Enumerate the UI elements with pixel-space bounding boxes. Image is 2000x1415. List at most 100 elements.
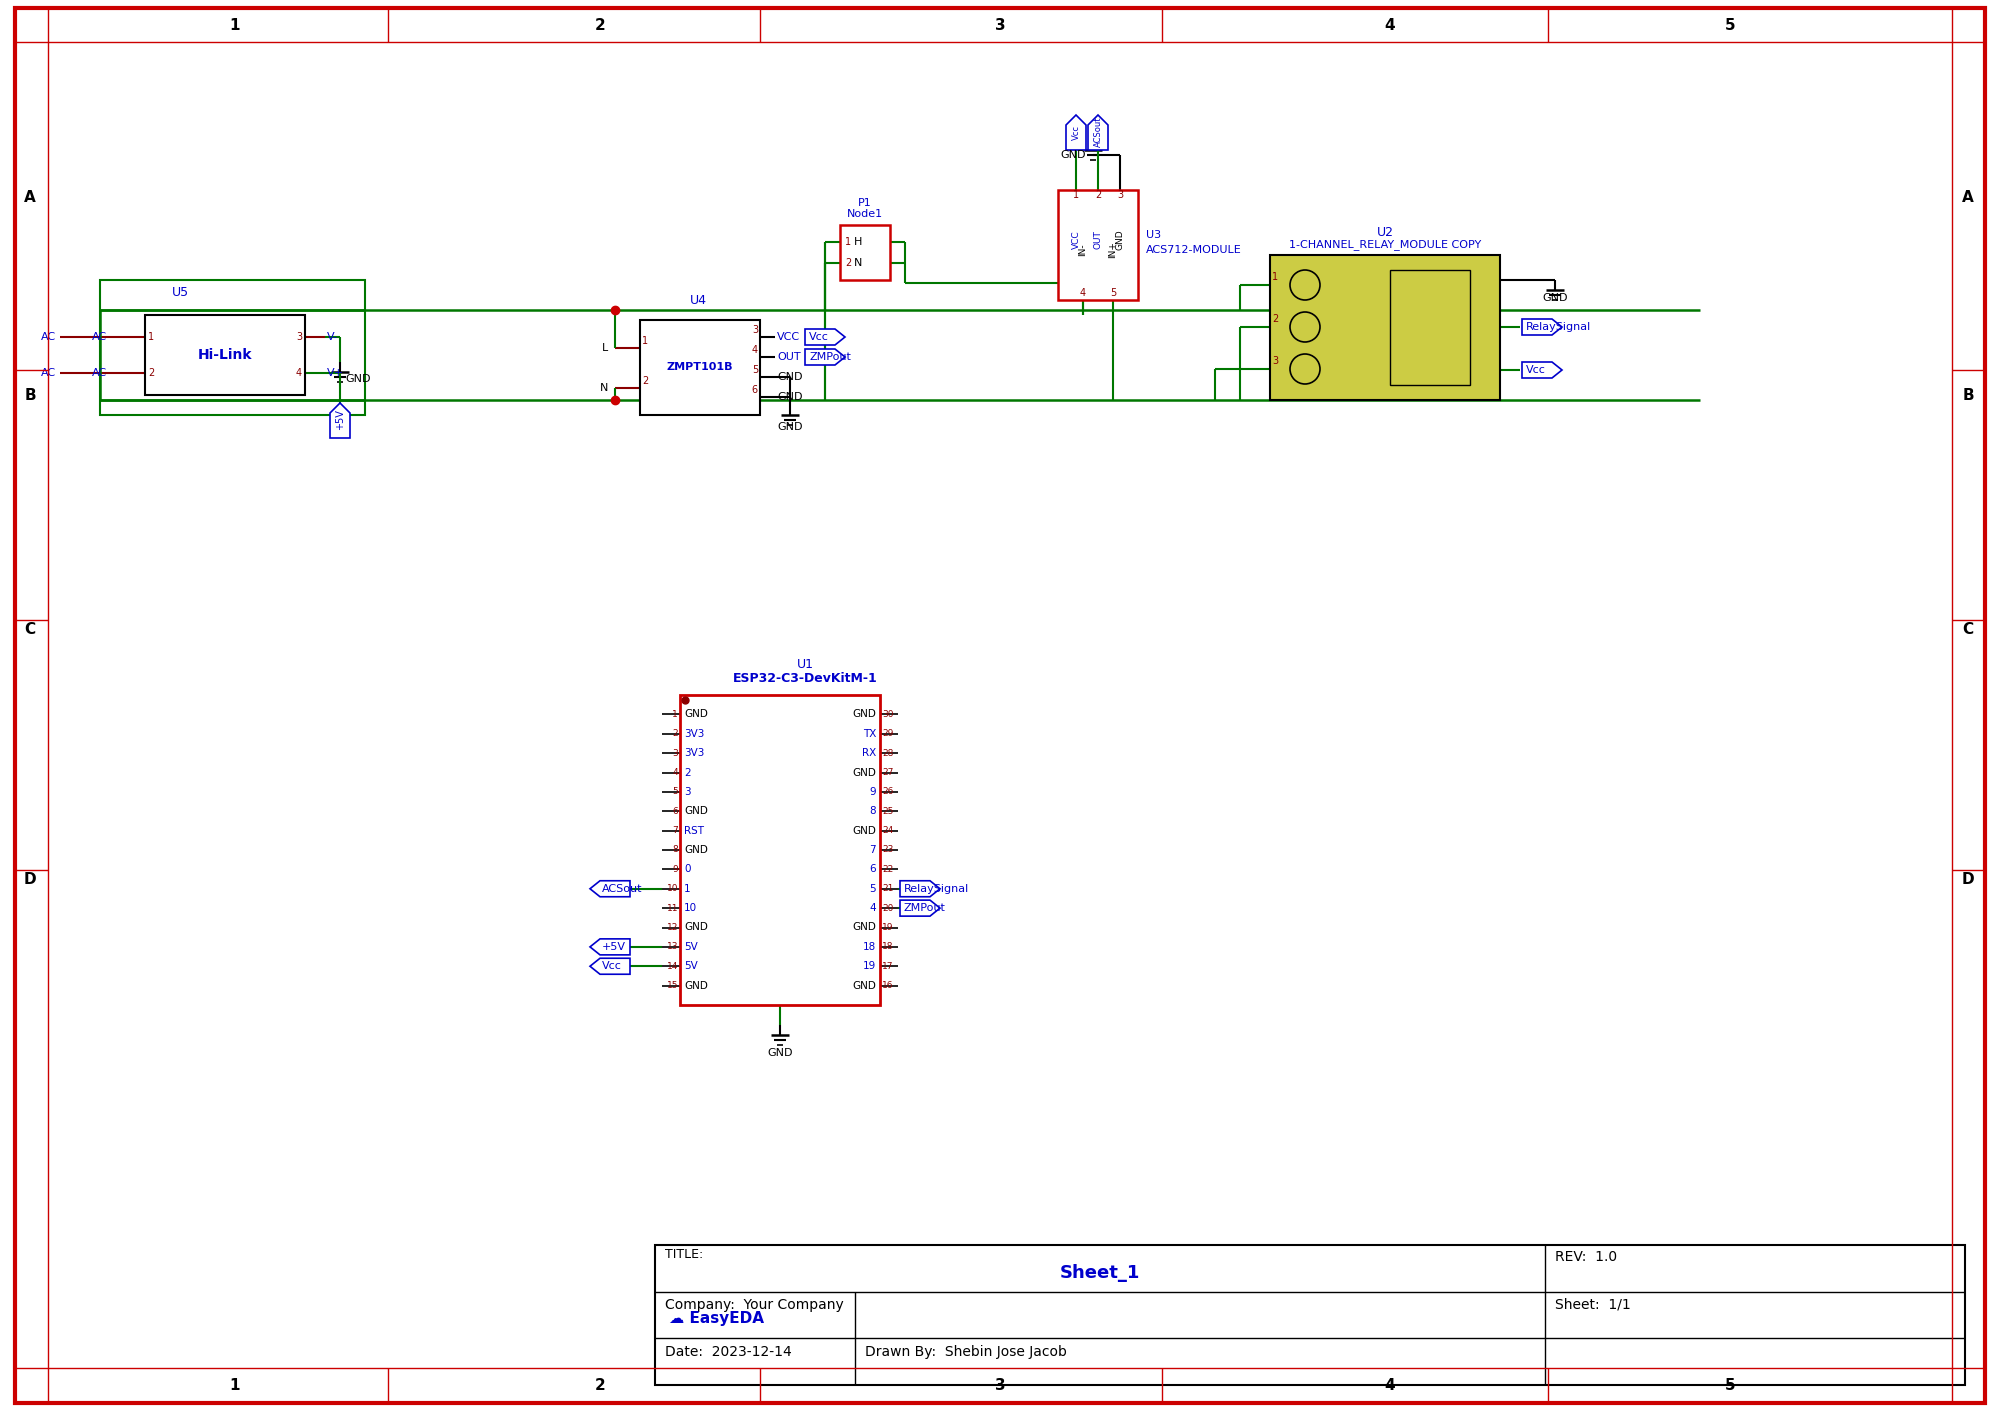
- Text: P1: P1: [858, 198, 872, 208]
- Circle shape: [1290, 311, 1320, 342]
- Text: 1: 1: [642, 335, 648, 347]
- Bar: [1058, 190, 1138, 300]
- Text: 4: 4: [1384, 17, 1396, 33]
- Text: 11: 11: [666, 904, 678, 913]
- Text: 24: 24: [882, 826, 894, 835]
- Text: 2: 2: [594, 1377, 606, 1392]
- Text: +5V: +5V: [336, 409, 346, 430]
- Text: 26: 26: [882, 787, 894, 797]
- Text: 3: 3: [994, 17, 1006, 33]
- Text: 3: 3: [296, 333, 302, 342]
- Polygon shape: [900, 900, 940, 916]
- Text: V+: V+: [328, 368, 344, 378]
- Text: Company:  Your Company: Company: Your Company: [664, 1298, 844, 1312]
- Text: 8: 8: [672, 846, 678, 855]
- Text: 2: 2: [594, 17, 606, 33]
- Text: 5: 5: [1724, 17, 1736, 33]
- Text: RelaySignal: RelaySignal: [904, 884, 970, 894]
- Text: A: A: [1962, 190, 1974, 205]
- Text: GND: GND: [1542, 293, 1568, 303]
- Text: ☁ EasyEDA: ☁ EasyEDA: [668, 1312, 764, 1326]
- Bar: [640, 320, 760, 415]
- Text: V-: V-: [328, 333, 338, 342]
- Text: 4: 4: [870, 903, 876, 913]
- Text: N: N: [854, 258, 862, 267]
- Text: 1: 1: [230, 1377, 240, 1392]
- Text: GND: GND: [852, 825, 876, 836]
- Text: 2: 2: [672, 729, 678, 739]
- Text: TX: TX: [862, 729, 876, 739]
- Text: 27: 27: [882, 768, 894, 777]
- Text: Vcc: Vcc: [808, 333, 828, 342]
- Text: 28: 28: [882, 749, 894, 757]
- Bar: [1390, 270, 1470, 385]
- Text: 1: 1: [148, 333, 154, 342]
- Text: Drawn By:  Shebin Jose Jacob: Drawn By: Shebin Jose Jacob: [864, 1346, 1066, 1358]
- Text: GND: GND: [852, 923, 876, 932]
- Text: 3: 3: [752, 325, 758, 335]
- Text: C: C: [24, 623, 36, 638]
- Text: 4: 4: [1080, 289, 1086, 299]
- Text: 0: 0: [684, 865, 690, 874]
- Text: 2: 2: [684, 767, 690, 777]
- Bar: [840, 225, 890, 280]
- Text: TITLE:: TITLE:: [664, 1248, 704, 1262]
- Text: 1: 1: [684, 884, 690, 894]
- Text: GND: GND: [776, 392, 802, 402]
- Text: D: D: [1962, 873, 1974, 887]
- Text: 21: 21: [882, 884, 894, 893]
- Text: 19: 19: [862, 961, 876, 971]
- Text: Vcc: Vcc: [1526, 365, 1546, 375]
- Text: VCC: VCC: [1072, 231, 1080, 249]
- Text: GND: GND: [346, 374, 370, 383]
- Text: GND: GND: [778, 422, 802, 432]
- Polygon shape: [330, 403, 350, 439]
- Text: 3: 3: [684, 787, 690, 797]
- Text: 2: 2: [1272, 314, 1278, 324]
- Text: Vcc: Vcc: [602, 961, 622, 971]
- Polygon shape: [590, 940, 630, 955]
- Text: Hi-Link: Hi-Link: [198, 348, 252, 362]
- Text: 9: 9: [870, 787, 876, 797]
- Text: C: C: [1962, 623, 1974, 638]
- Polygon shape: [1522, 318, 1562, 335]
- Bar: [100, 280, 364, 415]
- Bar: [680, 695, 880, 1005]
- Text: IN-: IN-: [1078, 243, 1088, 256]
- Text: GND: GND: [852, 709, 876, 719]
- Text: GND: GND: [1060, 150, 1086, 160]
- Text: OUT: OUT: [1094, 231, 1102, 249]
- Text: GND: GND: [684, 923, 708, 932]
- Text: 5: 5: [1110, 289, 1116, 299]
- Text: A: A: [24, 190, 36, 205]
- Text: ZMPout: ZMPout: [808, 352, 850, 362]
- Text: ACSout: ACSout: [602, 884, 642, 894]
- Text: 17: 17: [882, 962, 894, 971]
- Text: 5: 5: [672, 787, 678, 797]
- Text: IN+: IN+: [1108, 242, 1118, 259]
- Text: 1: 1: [1272, 272, 1278, 282]
- Text: U5: U5: [172, 286, 188, 299]
- Text: 2: 2: [148, 368, 154, 378]
- Text: 10: 10: [684, 903, 698, 913]
- Text: 22: 22: [882, 865, 894, 874]
- Text: U1: U1: [796, 658, 814, 672]
- Text: RX: RX: [862, 749, 876, 758]
- Text: OUT: OUT: [776, 352, 800, 362]
- Text: 18: 18: [882, 942, 894, 951]
- Text: 9: 9: [672, 865, 678, 874]
- Text: 3: 3: [672, 749, 678, 757]
- Text: 1: 1: [230, 17, 240, 33]
- Text: GND: GND: [684, 807, 708, 816]
- Text: AC: AC: [40, 333, 56, 342]
- Text: Node1: Node1: [846, 209, 884, 219]
- Text: 14: 14: [666, 962, 678, 971]
- Text: 16: 16: [882, 981, 894, 990]
- Text: 12: 12: [666, 923, 678, 932]
- Text: AC: AC: [92, 368, 108, 378]
- Text: GND: GND: [768, 1049, 792, 1058]
- Text: H: H: [854, 236, 862, 248]
- Text: ESP32-C3-DevKitM-1: ESP32-C3-DevKitM-1: [732, 672, 878, 685]
- Text: 4: 4: [1384, 1377, 1396, 1392]
- Text: 1: 1: [844, 236, 852, 248]
